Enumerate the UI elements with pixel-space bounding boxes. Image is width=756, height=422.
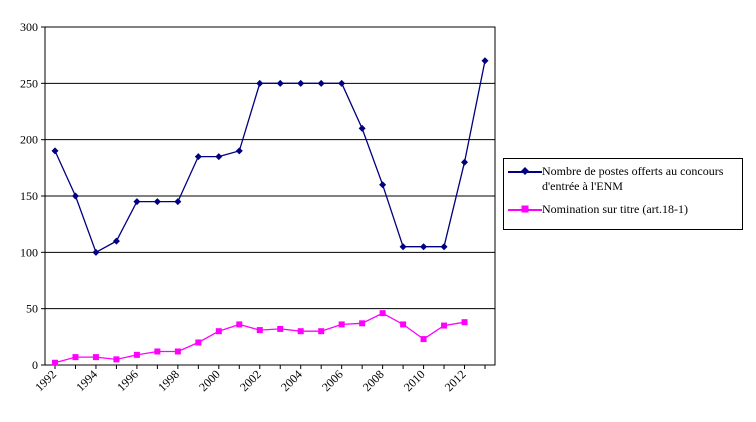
data-point-diamond xyxy=(153,198,161,206)
data-point-square xyxy=(441,322,448,329)
data-point-diamond xyxy=(71,192,79,200)
y-tick-label: 0 xyxy=(32,358,38,372)
data-point-diamond xyxy=(481,57,489,65)
x-tick-label: 2010 xyxy=(401,367,428,394)
legend-label-postes: Nombre de postes offerts au concours d'e… xyxy=(542,164,724,193)
x-tick-label: 2012 xyxy=(442,367,469,394)
legend-item-postes: Nombre de postes offerts au concours d'e… xyxy=(508,164,738,194)
data-point-square xyxy=(195,339,202,346)
data-point-diamond xyxy=(297,79,305,87)
series-line-1 xyxy=(54,312,465,364)
y-tick-label: 100 xyxy=(20,245,38,259)
y-tick-label: 200 xyxy=(20,133,38,147)
data-point-diamond xyxy=(317,79,325,87)
data-point-diamond xyxy=(215,153,223,161)
data-point-square xyxy=(420,336,427,343)
data-point-diamond xyxy=(338,79,346,87)
data-point-square xyxy=(52,359,58,366)
y-tick-label: 150 xyxy=(20,189,38,203)
data-point-diamond xyxy=(420,243,428,251)
data-point-diamond xyxy=(440,243,448,251)
data-point-square xyxy=(154,348,161,355)
data-point-square xyxy=(72,354,79,361)
legend-label-nomination: Nomination sur titre (art.18-1) xyxy=(542,202,688,216)
x-tick-label: 2000 xyxy=(196,367,223,394)
x-tick-label: 2004 xyxy=(278,367,305,394)
data-point-diamond xyxy=(461,158,469,166)
data-point-square xyxy=(461,319,468,326)
x-tick-label: 2002 xyxy=(237,367,264,394)
data-point-square xyxy=(379,310,386,317)
data-point-diamond xyxy=(194,153,202,161)
data-point-diamond xyxy=(379,181,387,189)
series-1 xyxy=(52,310,468,366)
data-point-diamond xyxy=(51,147,59,155)
data-point-diamond xyxy=(399,243,407,251)
data-point-square xyxy=(174,348,181,355)
data-point-square xyxy=(277,325,284,332)
data-point-square xyxy=(92,354,99,361)
x-tick-label: 1996 xyxy=(114,367,141,394)
data-point-diamond xyxy=(112,237,120,245)
x-tick-label: 1998 xyxy=(155,367,182,394)
legend-item-nomination: Nomination sur titre (art.18-1) xyxy=(508,202,738,217)
gridlines xyxy=(45,82,495,310)
data-point-diamond xyxy=(174,198,182,206)
y-tick-label: 50 xyxy=(26,302,38,316)
data-point-diamond xyxy=(276,79,284,87)
data-point-diamond xyxy=(92,248,100,256)
x-tick-label: 2008 xyxy=(360,367,387,394)
legend: Nombre de postes offerts au concours d'e… xyxy=(503,158,743,230)
data-point-square xyxy=(297,328,304,335)
x-axis: 1992 1994 1996 1998 2000 2002 2004 2006 2008 2010… xyxy=(32,365,486,394)
data-point-square xyxy=(215,328,222,335)
series-line-0 xyxy=(54,60,486,254)
series-0 xyxy=(51,57,489,256)
data-point-square xyxy=(318,328,325,335)
data-point-square xyxy=(256,327,263,334)
data-point-square xyxy=(400,321,407,328)
y-axis: 0 50 100 150 200 250 300 xyxy=(20,20,45,372)
data-point-square xyxy=(113,356,120,363)
data-point-square xyxy=(338,321,345,328)
x-tick-label: 1994 xyxy=(73,367,100,394)
y-tick-label: 300 xyxy=(20,20,38,34)
data-point-square xyxy=(236,321,243,328)
y-tick-label: 250 xyxy=(20,76,38,90)
data-point-square xyxy=(133,351,140,358)
legend-symbol-diamond xyxy=(508,164,542,178)
data-point-diamond xyxy=(235,147,243,155)
x-tick-label: 2006 xyxy=(319,367,346,394)
data-point-diamond xyxy=(358,124,366,132)
series-group xyxy=(51,57,489,366)
data-point-square xyxy=(359,320,366,327)
data-point-diamond xyxy=(133,198,141,206)
data-point-diamond xyxy=(256,79,264,87)
legend-symbol-square xyxy=(508,202,542,216)
